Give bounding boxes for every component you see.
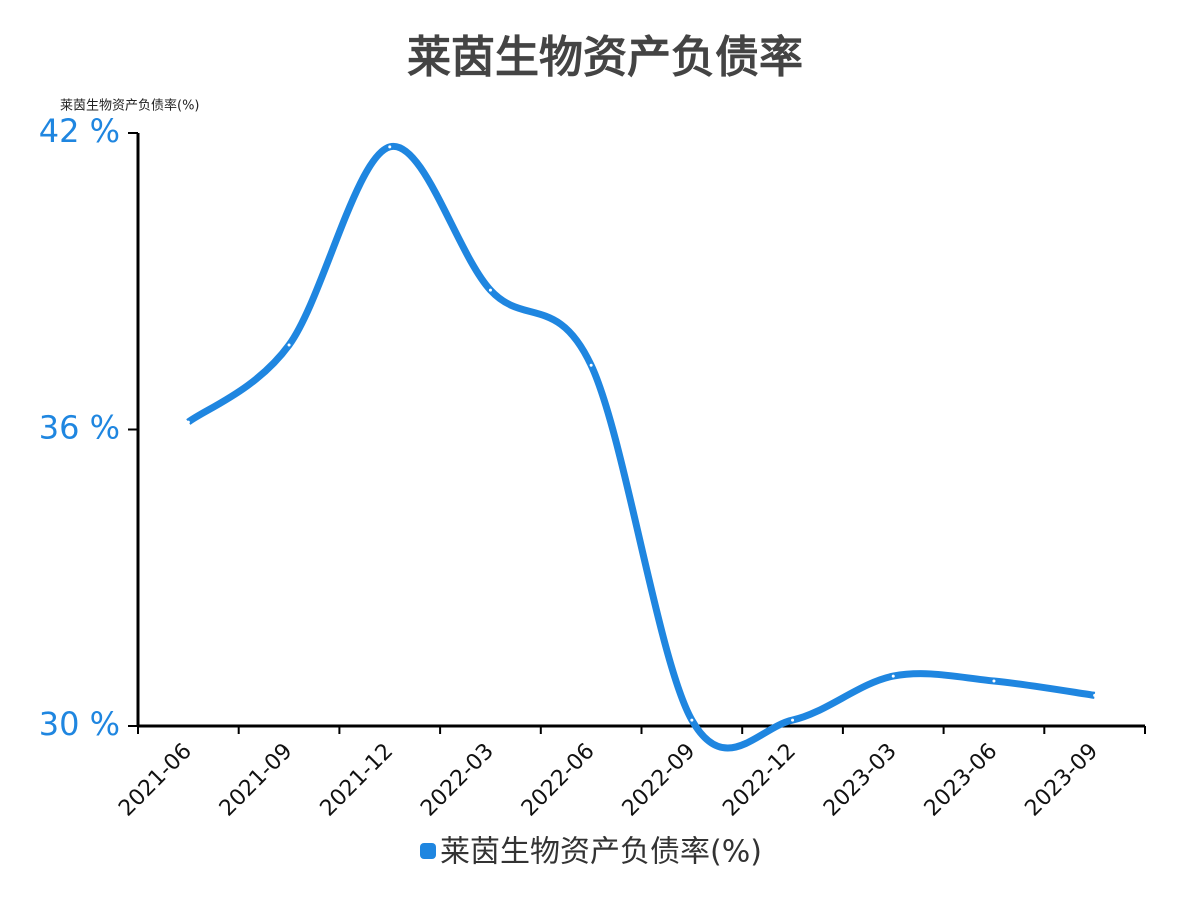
y-tick-label: 30 % — [39, 705, 120, 743]
x-tick-label: 2023-03 — [819, 739, 902, 822]
point — [589, 363, 593, 367]
line — [186, 143, 1096, 752]
y-axis-label: 莱茵生物资产负债率(%) — [60, 98, 200, 114]
y-tick-label: 42 % — [39, 112, 120, 150]
legend-label: 莱茵生物资产负债率(%) — [440, 835, 762, 870]
point — [186, 420, 190, 424]
point — [992, 679, 996, 683]
point — [690, 718, 694, 722]
point — [791, 718, 795, 722]
x-tick-label: 2021-12 — [316, 739, 399, 822]
legend-swatch — [420, 843, 436, 859]
x-tick-label: 2023-06 — [920, 739, 1003, 822]
point — [488, 288, 492, 292]
x-tick-label: 2021-09 — [215, 739, 298, 822]
x-tick-label: 2022-06 — [517, 739, 600, 822]
y-tick-label: 36 % — [39, 409, 120, 447]
point — [388, 145, 392, 149]
x-tick-label: 2021-06 — [114, 739, 197, 822]
x-tick-label: 2022-09 — [618, 739, 701, 822]
point — [287, 343, 291, 347]
chart-title: 莱茵生物资产负债率 — [407, 32, 803, 83]
x-tick-label: 2023-09 — [1020, 739, 1103, 822]
x-tick-label: 2022-03 — [416, 739, 499, 822]
point — [1093, 693, 1097, 697]
point — [891, 674, 895, 678]
